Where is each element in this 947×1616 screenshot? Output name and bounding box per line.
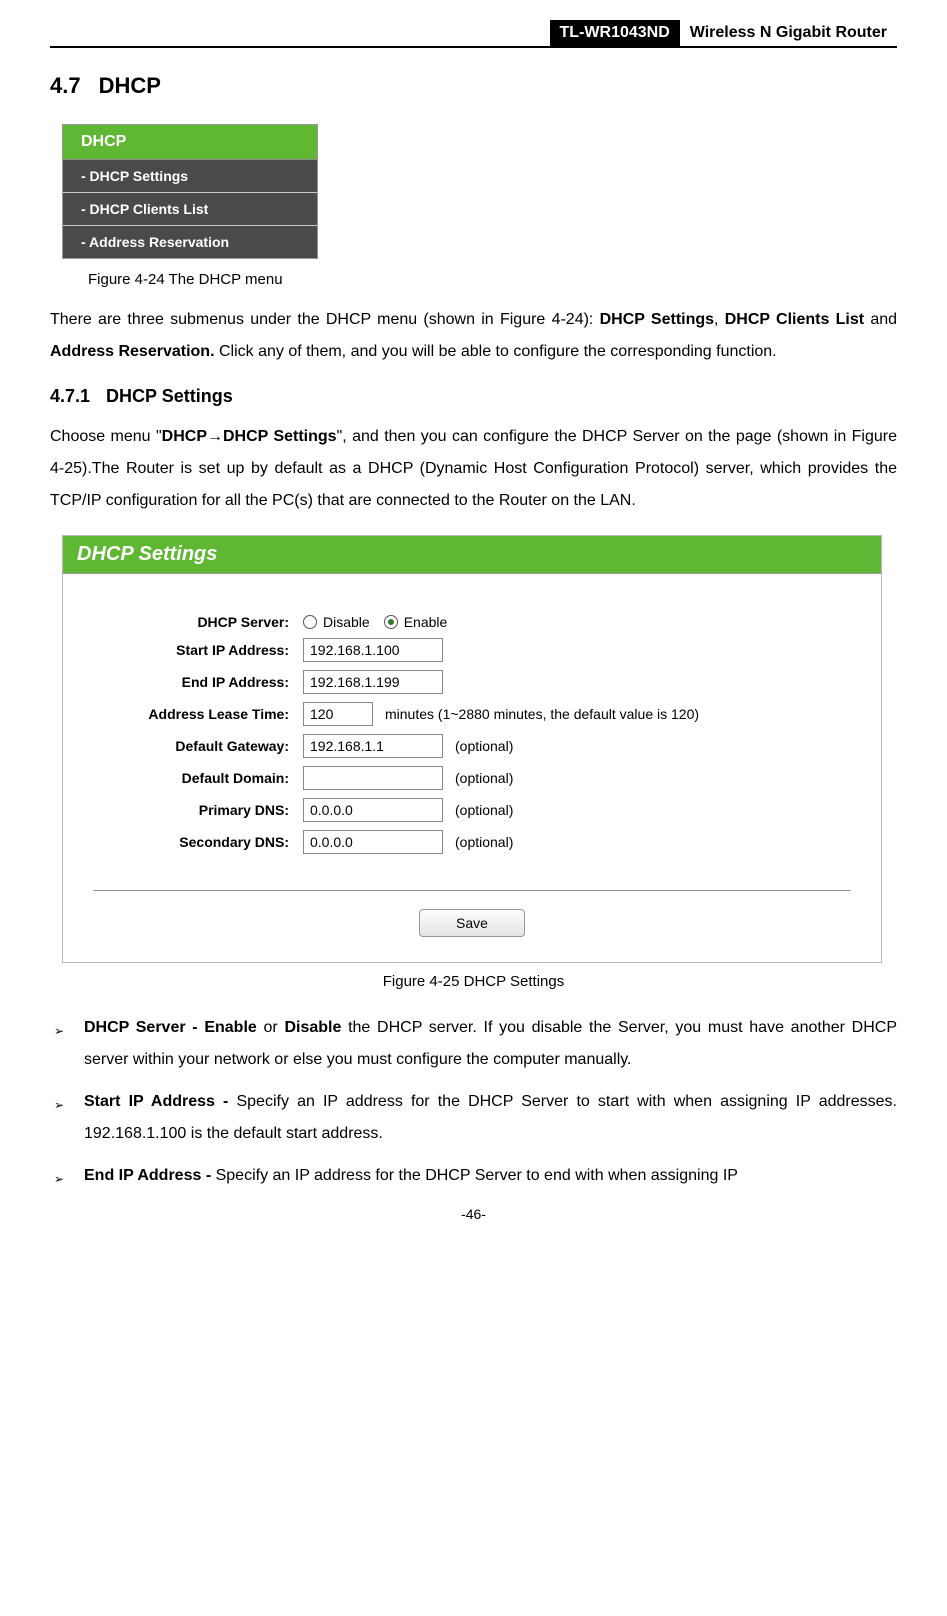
b1-bold: DHCP Server - Enable (84, 1019, 257, 1036)
paragraph-intro: There are three submenus under the DHCP … (50, 304, 897, 368)
para2-c: ).The Router is set up by default as a D… (50, 460, 897, 509)
b3-rest: Specify an IP address for the DHCP Serve… (216, 1167, 738, 1184)
b1-bold2: Disable (284, 1019, 341, 1036)
bullet-dhcp-server: ➢ DHCP Server - Enable or Disable the DH… (50, 1012, 897, 1076)
para2-arrow: → (207, 428, 223, 445)
menu-item-dhcp-settings[interactable]: - DHCP Settings (63, 160, 317, 193)
radio-disable[interactable] (303, 615, 317, 629)
dhcp-settings-panel: DHCP Settings DHCP Server: Disable Enabl… (62, 535, 882, 963)
b1-mid: or (257, 1019, 285, 1036)
b2-bold: Start IP Address - (84, 1093, 236, 1110)
page-number: -46- (50, 1206, 897, 1222)
row-default-gateway: Default Gateway: (optional) (93, 734, 851, 758)
section-heading: 4.7 DHCP (50, 73, 897, 99)
label-default-gateway: Default Gateway: (93, 738, 303, 754)
input-default-gateway[interactable] (303, 734, 443, 758)
bullet-end-ip: ➢ End IP Address - Specify an IP address… (50, 1160, 897, 1192)
para1-bold3: Address Reservation. (50, 343, 215, 360)
bullet-start-ip: ➢ Start IP Address - Specify an IP addre… (50, 1086, 897, 1150)
label-dhcp-server: DHCP Server: (93, 614, 303, 630)
row-default-domain: Default Domain: (optional) (93, 766, 851, 790)
menu-item-address-reservation[interactable]: - Address Reservation (63, 226, 317, 258)
para1-d: and (864, 311, 897, 328)
menu-item-dhcp-clients-list[interactable]: - DHCP Clients List (63, 193, 317, 226)
paragraph-choose-menu: Choose menu "DHCP→DHCP Settings", and th… (50, 421, 897, 517)
label-start-ip: Start IP Address: (93, 642, 303, 658)
para2-a: Choose menu " (50, 428, 162, 445)
para1-figref: Figure 4-24 (500, 311, 584, 328)
row-secondary-dns: Secondary DNS: (optional) (93, 830, 851, 854)
b3-bold: End IP Address - (84, 1167, 216, 1184)
save-row: Save (93, 891, 851, 937)
hint-lease-time: minutes (1~2880 minutes, the default val… (385, 706, 699, 722)
document-header: TL-WR1043ND Wireless N Gigabit Router (50, 20, 897, 48)
subsection-number: 4.7.1 (50, 386, 90, 406)
hint-default-gateway: (optional) (455, 738, 513, 754)
para2-b: ", and then you can configure the DHCP S… (337, 428, 852, 445)
row-primary-dns: Primary DNS: (optional) (93, 798, 851, 822)
figure-caption-4-24: Figure 4-24 The DHCP menu (88, 271, 897, 288)
settings-header: DHCP Settings (63, 536, 881, 574)
form-rows: DHCP Server: Disable Enable Start IP Add… (93, 614, 851, 891)
row-lease-time: Address Lease Time: minutes (1~2880 minu… (93, 702, 851, 726)
figure-caption-4-25: Figure 4-25 DHCP Settings (50, 973, 897, 990)
para1-e: Click any of them, and you will be able … (215, 343, 777, 360)
input-secondary-dns[interactable] (303, 830, 443, 854)
para1-a: There are three submenus under the DHCP … (50, 311, 500, 328)
input-start-ip[interactable] (303, 638, 443, 662)
bullet-marker-icon: ➢ (54, 1093, 64, 1117)
section-title: DHCP (99, 73, 161, 98)
save-button[interactable]: Save (419, 909, 525, 937)
label-lease-time: Address Lease Time: (93, 706, 303, 722)
radio-enable-label: Enable (404, 614, 448, 630)
label-end-ip: End IP Address: (93, 674, 303, 690)
para1-c: , (714, 311, 725, 328)
hint-secondary-dns: (optional) (455, 834, 513, 850)
dhcp-menu-panel: DHCP - DHCP Settings - DHCP Clients List… (62, 124, 318, 259)
row-start-ip: Start IP Address: (93, 638, 851, 662)
radio-disable-label: Disable (323, 614, 370, 630)
para2-bold2: DHCP Settings (223, 428, 337, 445)
label-primary-dns: Primary DNS: (93, 802, 303, 818)
para2-bold1: DHCP (162, 428, 207, 445)
subsection-title: DHCP Settings (106, 386, 233, 406)
label-secondary-dns: Secondary DNS: (93, 834, 303, 850)
hint-primary-dns: (optional) (455, 802, 513, 818)
label-default-domain: Default Domain: (93, 770, 303, 786)
section-number: 4.7 (50, 73, 81, 98)
input-default-domain[interactable] (303, 766, 443, 790)
input-lease-time[interactable] (303, 702, 373, 726)
settings-body: DHCP Server: Disable Enable Start IP Add… (63, 574, 881, 962)
row-end-ip: End IP Address: (93, 670, 851, 694)
control-dhcp-server: Disable Enable (303, 614, 447, 630)
row-dhcp-server: DHCP Server: Disable Enable (93, 614, 851, 630)
para1-bold2: DHCP Clients List (725, 311, 864, 328)
input-end-ip[interactable] (303, 670, 443, 694)
hint-default-domain: (optional) (455, 770, 513, 786)
product-name: Wireless N Gigabit Router (680, 20, 897, 46)
model-badge: TL-WR1043ND (550, 20, 680, 46)
bullet-marker-icon: ➢ (54, 1167, 64, 1191)
menu-header[interactable]: DHCP (63, 125, 317, 160)
bullet-marker-icon: ➢ (54, 1019, 64, 1043)
radio-enable[interactable] (384, 615, 398, 629)
para1-b: ): (584, 311, 600, 328)
input-primary-dns[interactable] (303, 798, 443, 822)
bullet-list: ➢ DHCP Server - Enable or Disable the DH… (50, 1012, 897, 1192)
para1-bold1: DHCP Settings (600, 311, 714, 328)
subsection-heading: 4.7.1 DHCP Settings (50, 386, 897, 407)
